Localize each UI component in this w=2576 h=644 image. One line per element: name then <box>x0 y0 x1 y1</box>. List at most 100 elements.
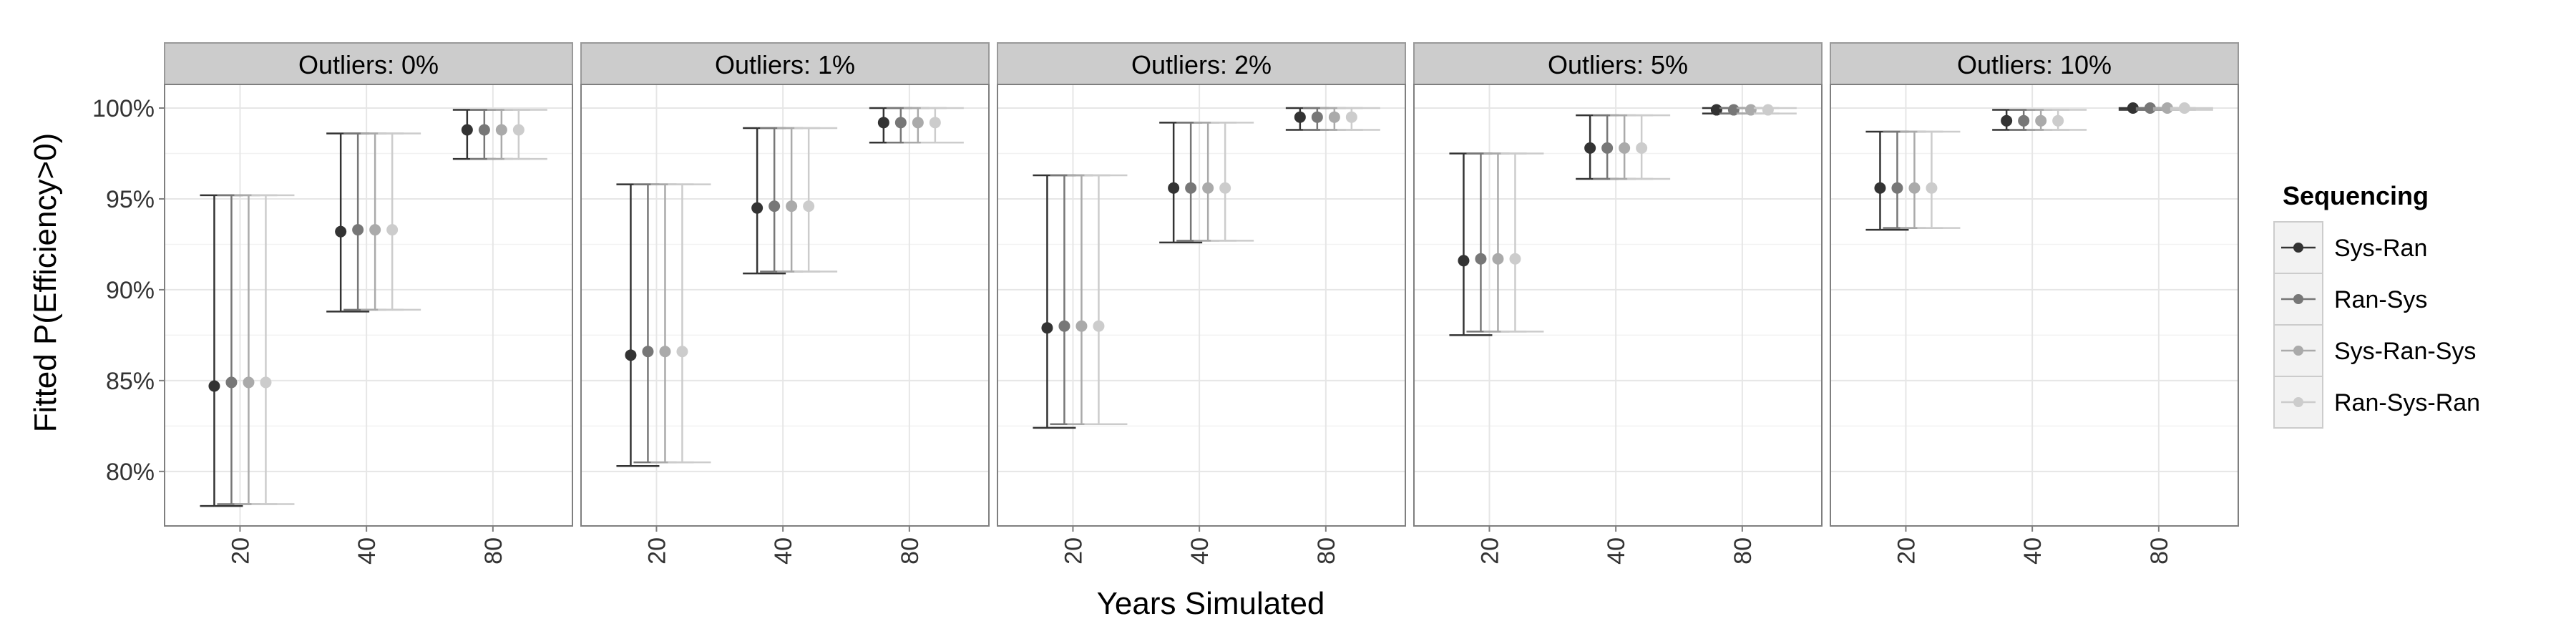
x-tick-label: 40 <box>2019 537 2046 565</box>
facet-strip <box>997 42 1406 85</box>
data-point <box>495 124 507 136</box>
x-tick-label: 20 <box>1476 537 1503 565</box>
data-point <box>659 346 671 358</box>
panel-background <box>1830 84 2238 526</box>
data-point <box>642 346 654 358</box>
data-point <box>208 380 220 392</box>
data-point <box>386 224 399 236</box>
facet-strip <box>1413 42 1823 85</box>
facet-panel: Outliers: 2% 20 40 80 <box>997 42 1406 565</box>
panel-background <box>1414 84 1822 526</box>
panel-background <box>165 84 572 526</box>
x-tick-label: 80 <box>897 537 924 565</box>
facet-panel: Outliers: 10% 20 40 80 <box>1830 42 2239 565</box>
facet-strip-label: Outliers: 5% <box>1548 50 1688 79</box>
data-point <box>478 124 490 136</box>
data-point <box>1093 320 1105 332</box>
data-point <box>461 124 473 136</box>
data-point <box>676 346 688 358</box>
data-point <box>912 117 924 129</box>
data-point <box>1891 182 1903 194</box>
data-point <box>1584 142 1596 154</box>
facet-strip <box>164 42 573 85</box>
data-point <box>1874 182 1886 194</box>
data-point <box>1926 182 1938 194</box>
data-point <box>1762 104 1774 116</box>
data-point <box>1492 253 1504 265</box>
data-point <box>2144 102 2156 114</box>
x-tick-label: 40 <box>1186 537 1214 565</box>
x-tick-label: 20 <box>643 537 670 565</box>
data-point <box>512 124 525 136</box>
data-point <box>2018 114 2030 127</box>
legend-item: Sys-Ran-Sys <box>2273 324 2476 377</box>
data-point <box>751 202 763 214</box>
data-point <box>769 200 781 213</box>
y-axis: 80% 85% 90% 95% 100% <box>92 95 165 486</box>
legend-item: Ran-Sys-Ran <box>2273 376 2480 429</box>
y-tick-label: 95% <box>106 186 155 213</box>
panel-border <box>1830 84 2239 527</box>
facet-strip-label: Outliers: 1% <box>715 50 855 79</box>
legend-key-point <box>2293 243 2303 253</box>
panel-background <box>997 84 1405 526</box>
y-tick-label: 85% <box>106 368 155 395</box>
legend-label: Ran-Sys-Ran <box>2334 389 2480 416</box>
y-tick-label: 100% <box>92 95 155 122</box>
facet-strip-label: Outliers: 0% <box>298 50 439 79</box>
legend-key-point <box>2293 294 2303 304</box>
x-tick-label: 80 <box>2146 537 2173 565</box>
legend-key-point <box>2293 346 2303 356</box>
panel-border <box>997 84 1406 527</box>
data-point <box>894 117 907 129</box>
data-point <box>260 376 272 389</box>
data-point <box>1058 320 1070 332</box>
data-point <box>803 200 815 213</box>
x-tick-label: 80 <box>1313 537 1340 565</box>
x-tick-label: 40 <box>770 537 797 565</box>
data-point <box>2035 114 2047 127</box>
x-tick-label: 20 <box>227 537 254 565</box>
data-point <box>2001 114 2013 127</box>
legend-item: Sys-Ran <box>2273 221 2427 274</box>
data-point <box>1636 142 1648 154</box>
legend-key-point <box>2293 397 2303 407</box>
facet-panel: Outliers: 5% 20 40 80 <box>1413 42 1823 565</box>
data-point <box>1311 111 1323 123</box>
data-point <box>2178 102 2190 114</box>
legend-label: Sys-Ran <box>2334 235 2427 262</box>
legend: Sequencing Sys-Ran Ran-Sys Sys-Ran-Sys Ran-… <box>2273 181 2480 429</box>
data-point <box>877 117 889 129</box>
facet-strip-label: Outliers: 2% <box>1131 50 1272 79</box>
x-axis-title: Years Simulated <box>1097 586 1325 621</box>
data-point <box>1075 320 1088 332</box>
data-point <box>786 200 798 213</box>
panel-background <box>581 84 989 526</box>
data-point <box>1041 322 1053 334</box>
x-tick-label: 20 <box>1060 537 1087 565</box>
data-point <box>369 224 381 236</box>
data-point <box>929 117 941 129</box>
y-axis-title: Fitted P(Efficiency>0) <box>28 133 63 433</box>
x-tick-label: 40 <box>353 537 381 565</box>
data-point <box>1475 253 1487 265</box>
x-tick-label: 40 <box>1603 537 1630 565</box>
y-tick-label: 80% <box>106 459 155 486</box>
data-point <box>243 376 255 389</box>
data-point <box>2161 102 2173 114</box>
data-point <box>1219 182 1231 194</box>
data-point <box>625 349 637 361</box>
data-point <box>1185 182 1197 194</box>
data-point <box>1458 255 1470 267</box>
data-point <box>1328 111 1340 123</box>
panel-border <box>580 84 990 527</box>
data-point <box>352 224 364 236</box>
x-tick-label: 80 <box>480 537 507 565</box>
facet-panel: Outliers: 0% 20 40 80 <box>164 42 573 565</box>
facet-strip <box>580 42 990 85</box>
data-point <box>1619 142 1631 154</box>
data-point <box>1509 253 1521 265</box>
data-point <box>1294 111 1306 123</box>
